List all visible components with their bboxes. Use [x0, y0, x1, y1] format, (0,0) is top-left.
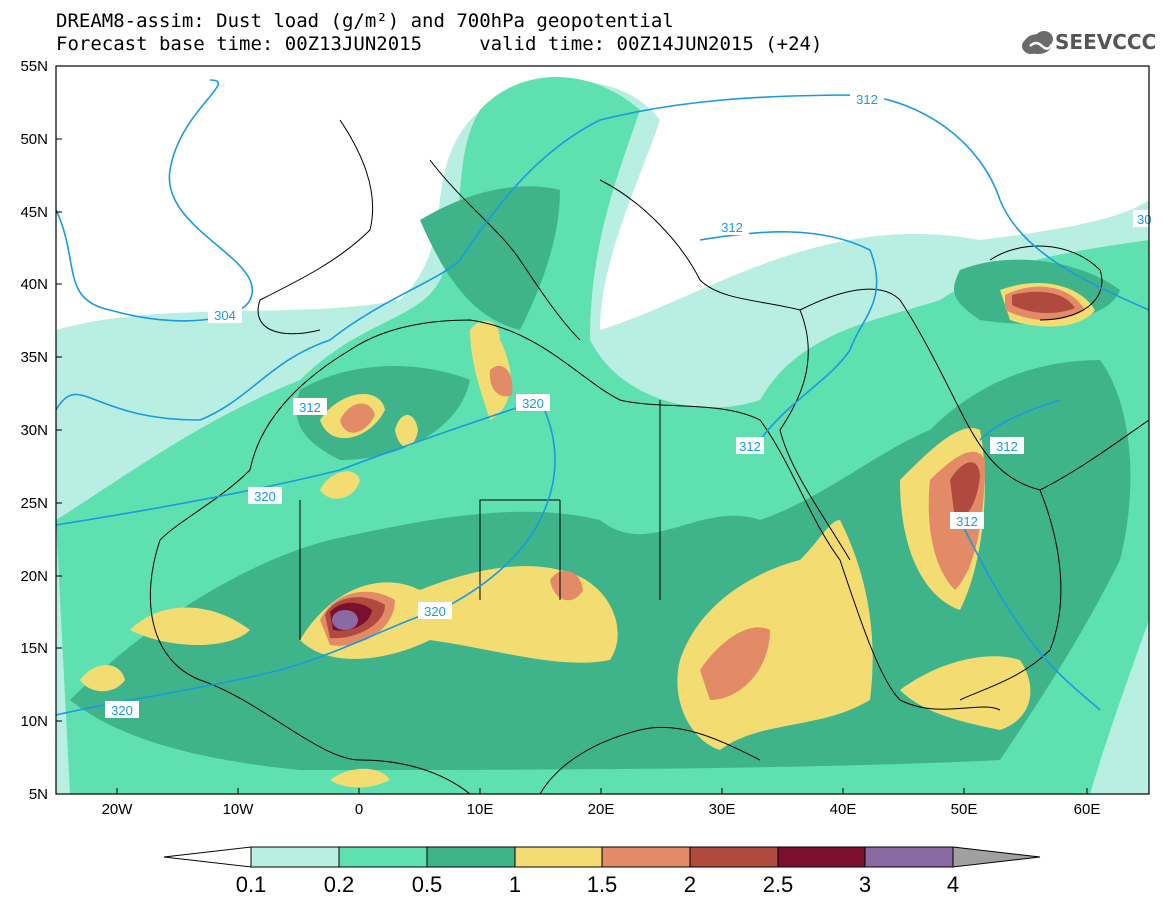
lat-label: 50N — [20, 131, 48, 148]
lon-label: 30E — [709, 801, 736, 818]
contour-label: 320 — [248, 487, 282, 504]
colorbar-bin — [514, 846, 603, 868]
lat-label: 45N — [20, 204, 48, 221]
colorbar-bin — [864, 846, 954, 868]
svg-text:30: 30 — [1137, 212, 1151, 227]
lat-label: 5N — [29, 786, 48, 803]
colorbar-tick: 1 — [509, 872, 521, 897]
lon-label: 20W — [102, 801, 134, 818]
colorbar-tick: 4 — [947, 872, 959, 897]
contour-label: 304 — [208, 306, 242, 323]
svg-text:312: 312 — [996, 439, 1018, 454]
colorbar-tick: 1.5 — [587, 872, 618, 897]
lat-label: 25N — [20, 495, 48, 512]
lon-label: 10E — [467, 801, 494, 818]
lon-label: 0 — [355, 801, 363, 818]
colorbar-low-arrow — [163, 846, 252, 868]
svg-text:312: 312 — [739, 439, 761, 454]
contour-312-north — [56, 94, 1149, 421]
coastlines — [149, 119, 1149, 794]
contour-label: 30 — [1133, 210, 1151, 227]
lat-label: 15N — [20, 640, 48, 657]
colorbar-bin — [689, 846, 779, 868]
contour-label: 312 — [736, 437, 764, 454]
lat-label: 30N — [20, 422, 48, 439]
lat-axis: 55N 50N 45N 40N 35N 30N 25N 20N 15N 10N … — [20, 58, 62, 803]
colorbar-tick: 2.5 — [763, 872, 794, 897]
svg-text:320: 320 — [254, 489, 276, 504]
map-subtitle: Forecast base time: 00Z13JUN2015 valid t… — [56, 33, 823, 55]
lon-label: 50E — [951, 801, 978, 818]
contour-label: 312 — [293, 398, 327, 415]
lat-label: 10N — [20, 713, 48, 730]
contour-304 — [56, 79, 254, 322]
svg-text:312: 312 — [956, 514, 978, 529]
logo-text: SEEVCCC — [1055, 30, 1157, 54]
contour-label: 320 — [105, 701, 139, 718]
contour-label: 312 — [990, 437, 1024, 454]
dust-field — [56, 77, 1149, 794]
colorbar-tick: 0.5 — [412, 872, 443, 897]
colorbar-bin — [338, 846, 428, 868]
colorbar-bin — [777, 846, 866, 868]
lon-axis: 20W 10W 0 10E 20E 30E 40E 50E 60E — [102, 788, 1101, 818]
contour-label: 312 — [950, 512, 984, 529]
svg-text:312: 312 — [299, 400, 321, 415]
svg-text:312: 312 — [856, 92, 878, 107]
contour-label: 312 — [715, 218, 749, 235]
contour-312-east — [699, 231, 878, 441]
geopotential-contours — [56, 79, 1149, 716]
colorbar-tick: 0.2 — [324, 872, 355, 897]
svg-text:312: 312 — [721, 220, 743, 235]
colorbar-high-arrow — [952, 846, 1041, 868]
cloud-icon — [1022, 31, 1054, 54]
lat-label: 55N — [20, 58, 48, 75]
colorbar-tick: 0.1 — [236, 872, 267, 897]
lon-label: 60E — [1074, 801, 1101, 818]
colorbar: 0.1 0.2 0.5 1 1.5 2 2.5 3 4 — [163, 846, 1041, 897]
svg-text:320: 320 — [522, 396, 544, 411]
lat-label: 35N — [20, 349, 48, 366]
colorbar-tick: 3 — [859, 872, 871, 897]
contour-label: 320 — [516, 394, 550, 411]
colorbar-bin — [250, 846, 340, 868]
map-title: DREAM8-assim: Dust load (g/m²) and 700hP… — [56, 10, 674, 32]
contour-label: 312 — [850, 90, 884, 107]
svg-text:304: 304 — [214, 308, 236, 323]
colorbar-tick: 2 — [684, 872, 696, 897]
lon-label: 40E — [830, 801, 857, 818]
colorbar-bin — [601, 846, 691, 868]
lat-label: 20N — [20, 568, 48, 585]
contour-labels: 312 312 304 312 320 312 312 320 — [105, 90, 1151, 718]
contour-label: 320 — [418, 602, 452, 619]
lat-label: 40N — [20, 276, 48, 293]
lon-label: 10W — [223, 801, 255, 818]
contour-312-arabia — [959, 519, 1101, 711]
contour-320-west — [56, 399, 541, 526]
lon-label: 20E — [588, 801, 615, 818]
colorbar-bin — [426, 846, 516, 868]
svg-text:320: 320 — [424, 604, 446, 619]
svg-text:320: 320 — [111, 703, 133, 718]
contour-312-gulf — [979, 399, 1061, 441]
